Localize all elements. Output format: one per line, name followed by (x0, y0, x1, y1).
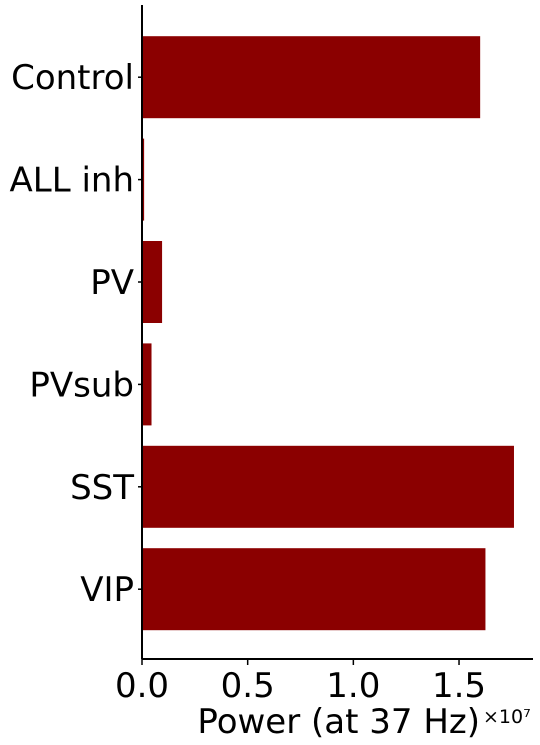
y-tick-label: VIP (80, 570, 134, 610)
x-tick-label: 0.0 (115, 666, 169, 706)
x-axis-label: Power (at 37 Hz) (197, 702, 480, 742)
bar-vip (142, 548, 486, 631)
y-tick-label: PV (90, 263, 134, 303)
x-tick-label: 1.0 (326, 666, 380, 706)
y-tick-label: PVsub (29, 365, 134, 405)
y-tick-label: Control (11, 58, 134, 98)
x-ticks-group: 0.0 0.5 1.0 1.5 (115, 659, 486, 706)
bar-control (142, 36, 481, 119)
bars-group (142, 36, 514, 631)
x-tick-label: 0.5 (221, 666, 275, 706)
axes-spines (141, 5, 533, 660)
bar-sst (142, 445, 514, 528)
bar-all-inh (142, 138, 145, 221)
y-tick-label: ALL inh (10, 161, 135, 201)
x-tick-label: 1.5 (432, 666, 486, 706)
y-tick-label: SST (70, 468, 134, 508)
x-axis-multiplier: ×10⁷ (483, 706, 531, 728)
bar-pvsub (142, 343, 152, 426)
bar-pv (142, 241, 163, 323)
y-ticks-group: Control ALL inh PV PVsub SST VIP (10, 58, 142, 610)
